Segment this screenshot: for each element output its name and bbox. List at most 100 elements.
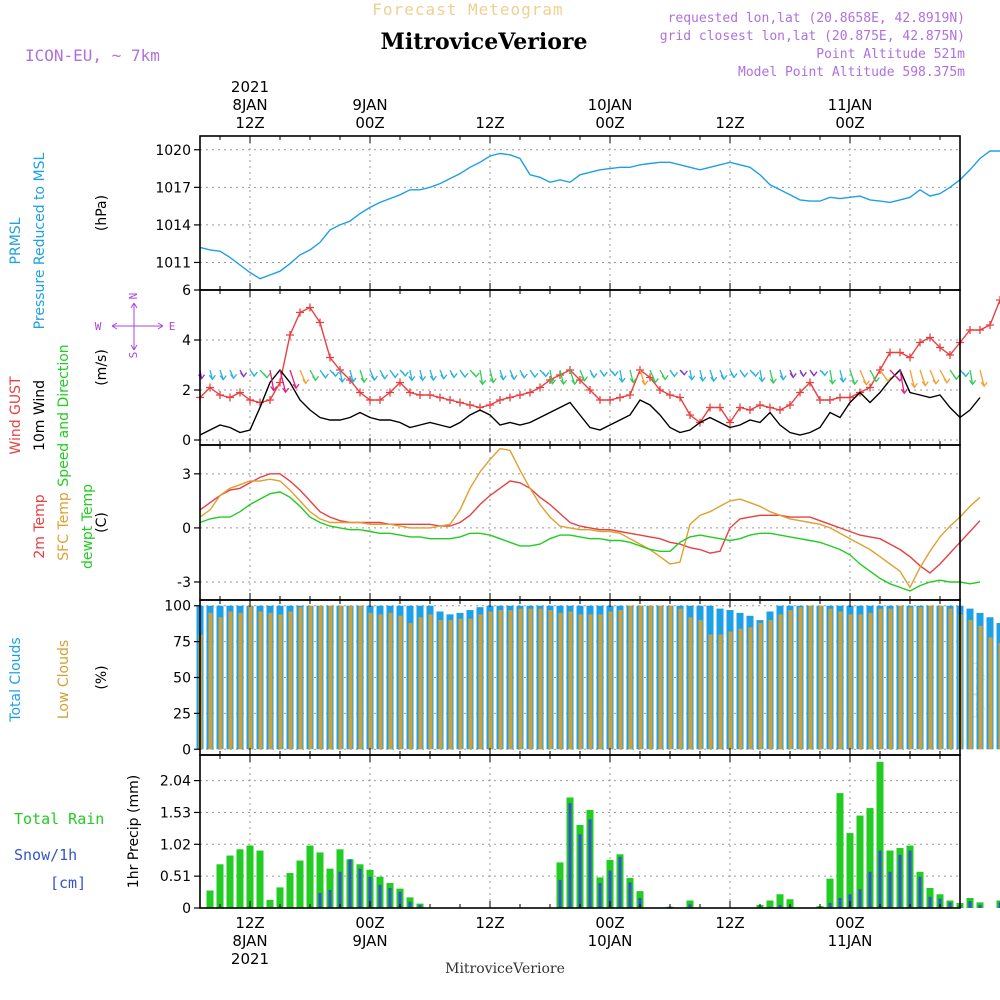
gust-marker [436,393,444,402]
gust-marker [786,401,794,409]
rain-bar [876,761,884,908]
gust-marker [486,401,494,409]
gust-marker [836,393,844,402]
total-cloud-bar [996,622,1000,750]
wind-arrow [269,369,275,391]
snow-bar [918,876,922,908]
top-time-label: 2021 [231,78,269,96]
precip-label-2: [cm] [50,874,86,892]
snow-bar [318,893,322,908]
gust-marker [386,388,394,397]
low-cloud-bar [788,610,793,750]
low-cloud-bar [828,608,833,750]
bottom-time-label: 2021 [231,950,269,968]
wind-arrow [289,369,297,389]
y-tick-label: 1020 [155,143,191,159]
low-cloud-bar [908,607,913,750]
wind-arrow-head [230,373,238,380]
wind-arrow-head [321,373,329,379]
bottom-time-label: 12Z [715,914,744,932]
snow-bar [888,871,892,908]
y-tick-label: 4 [182,333,191,349]
rain-bar [306,845,314,908]
rain-bar [266,899,274,908]
low-cloud-bar [678,608,683,750]
precip-label-0: Total Rain [14,810,104,828]
gust-marker [706,403,714,412]
snow-bar [628,882,632,908]
temperature-sfc-line [199,447,981,589]
low-cloud-bar [778,614,783,750]
rain-bar [836,793,844,908]
low-cloud-bar [978,625,983,750]
low-cloud-bar [338,605,343,750]
snow-bar [578,834,582,908]
low-cloud-bar [718,634,723,750]
snow-bar [968,901,972,908]
gust-marker [616,393,624,402]
low-cloud-bar [808,605,813,750]
wind-arrow-head [921,381,929,387]
low-cloud-bar [268,612,273,750]
snow-bar [938,898,942,908]
gust-marker [976,326,984,334]
wind-arrow-head [851,379,859,386]
low-cloud-bar [968,620,973,750]
low-cloud-bar [238,612,243,750]
wind-arrow-head [419,375,427,382]
y-tick-label: -3 [177,575,191,591]
snow-bar [778,904,782,908]
wind-arrow-head [263,373,271,379]
snow-bar [898,854,902,908]
y-tick-label: 50 [173,671,191,687]
compass-south: S [127,352,140,359]
wind-arrow-head [680,370,688,376]
rain-bar [996,900,1000,908]
wind-arrow-head [641,380,649,386]
bottom-time-label: 00Z [355,914,384,932]
rain-bar [856,815,864,908]
low-cloud-bar [618,610,623,750]
clouds-label-0: Total Clouds [8,637,24,722]
temperature-ylabel: (C) [94,512,110,533]
rain-bar [866,808,874,908]
low-cloud-bar [898,605,903,750]
gust-marker [866,383,874,392]
wind-arrow-head [862,380,870,386]
low-cloud-bar [868,612,873,750]
bottom-time-label: 00Z [835,914,864,932]
wind-label-1: 10m Wind [32,380,48,451]
wind-arrow [909,369,916,388]
gust-marker [216,391,224,399]
snow-bar [558,879,562,908]
pressure-label-1: Pressure Reduced to MSL [32,152,48,329]
closest-coords: grid closest lon,lat (20.875E, 42.875N) [660,29,965,44]
gust-marker [996,296,1000,304]
wind-arrow-head [370,375,378,382]
rain-bar [226,855,234,908]
wind-label-2: Speed and Direction [56,344,72,486]
y-tick-label: 0 [182,901,191,917]
wind-arrow [969,369,974,385]
wind-arrow-head [360,377,368,384]
wind-arrow [689,369,693,380]
wind-arrow [349,369,354,383]
wind-arrow-head [312,375,320,382]
wind-arrow-head [600,371,608,378]
snow-bar [618,856,622,908]
grid-layer [200,136,960,909]
rain-bar [246,845,254,908]
low-cloud-bar [858,614,863,750]
low-cloud-bar [798,607,803,750]
gust-marker [806,378,814,387]
wind-arrow-head [618,377,626,384]
low-cloud-bar [838,611,843,750]
gust-marker [266,396,274,404]
low-cloud-bar [298,607,303,750]
gust-marker [396,378,404,387]
snow-bar [978,904,982,908]
gust-marker [296,308,304,317]
wind-arrow-head [670,372,678,378]
low-cloud-bar [488,611,493,750]
wind-arrow-head [250,371,258,378]
